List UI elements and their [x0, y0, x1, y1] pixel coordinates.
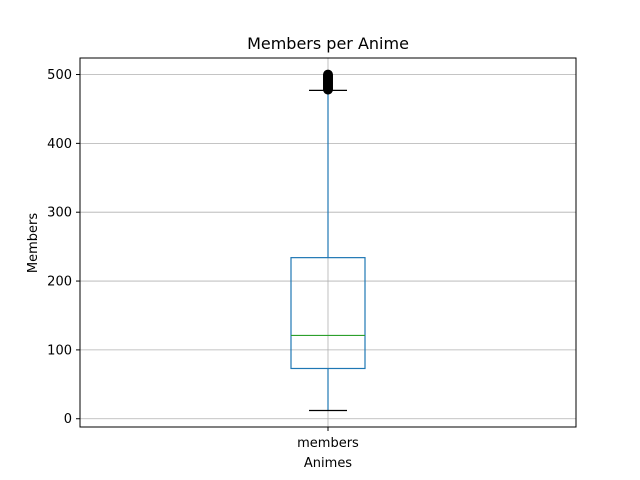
- y-tick-label: 0: [64, 412, 72, 427]
- chart-title: Members per Anime: [247, 34, 409, 53]
- y-tick-label: 300: [47, 206, 72, 221]
- x-tick-label: members: [297, 436, 359, 451]
- outlier-point: [323, 69, 333, 80]
- y-tick-label: 200: [47, 275, 72, 290]
- x-axis-label: Animes: [304, 456, 352, 471]
- iqr-box: [290, 257, 366, 370]
- box-group: [290, 69, 366, 412]
- y-tick-label: 500: [47, 68, 72, 83]
- x-axis: members: [297, 427, 359, 451]
- y-axis-label: Members: [26, 213, 41, 273]
- y-axis: 0 100 200 300 400 500: [47, 68, 80, 427]
- y-tick-label: 100: [47, 343, 72, 358]
- y-tick-label: 400: [47, 137, 72, 152]
